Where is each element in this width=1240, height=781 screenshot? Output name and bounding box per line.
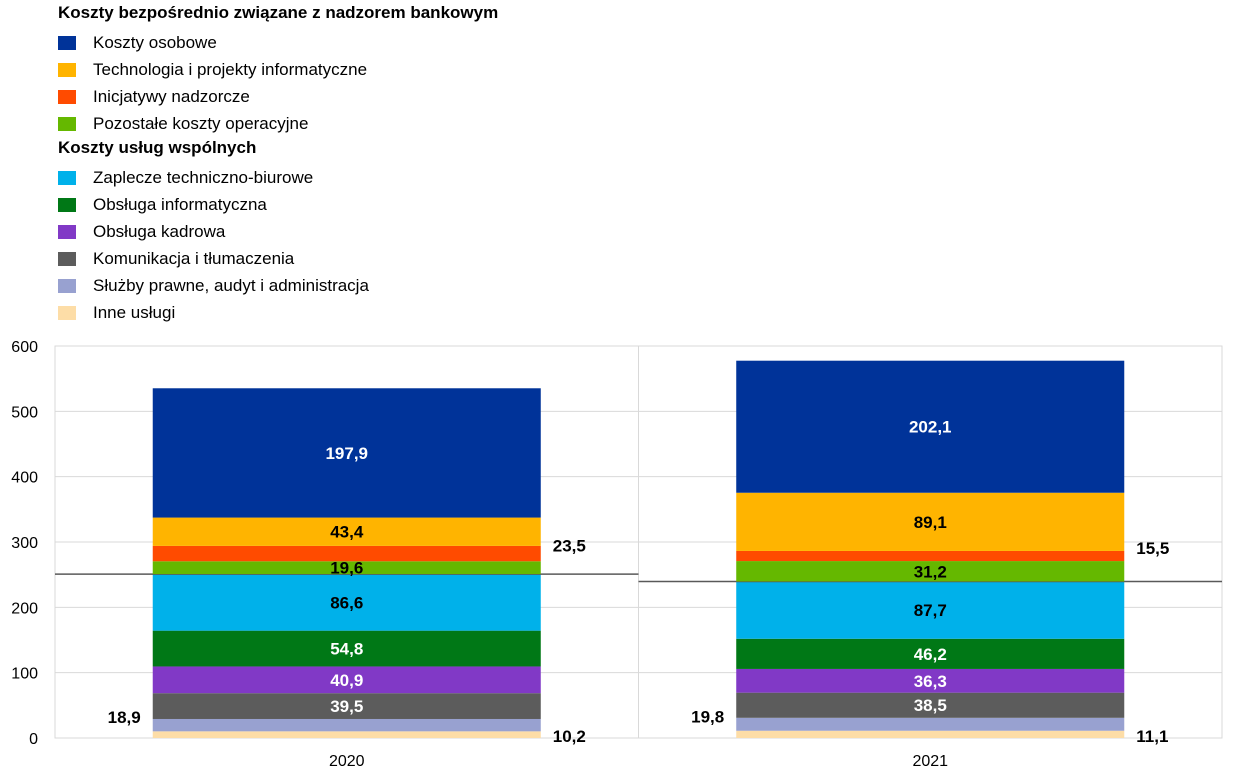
data-label: 87,7 [914, 601, 947, 620]
legend-label: Obsługa informatyczna [93, 194, 267, 214]
legend-swatch [58, 251, 76, 266]
bar-segment [736, 638, 1125, 669]
legend-swatch [58, 62, 76, 77]
legend-item: Inicjatywy nadzorcze [58, 83, 498, 110]
legend-label: Technologia i projekty informatyczne [93, 59, 368, 79]
legend-label: Komunikacja i tłumaczenia [93, 248, 295, 268]
x-category-label: 2021 [912, 753, 948, 770]
legend-swatch [58, 116, 76, 131]
legend-label: Inicjatywy nadzorcze [93, 86, 250, 106]
legend-item: Obsługa kadrowa [58, 218, 498, 245]
bar-segment [152, 693, 541, 719]
data-label: 46,2 [914, 645, 947, 664]
bar-segment [152, 388, 541, 518]
legend-item: Technologia i projekty informatyczne [58, 56, 498, 83]
legend-group-header: Koszty usług wspólnych [58, 138, 257, 157]
legend-swatch [58, 278, 76, 293]
x-category-label: 2020 [329, 753, 365, 770]
legend-swatch [58, 35, 76, 50]
y-tick-label: 300 [11, 535, 38, 552]
legend-item: Komunikacja i tłumaczenia [58, 245, 498, 272]
data-label: 11,1 [1136, 727, 1168, 746]
legend-group-header: Koszty bezpośrednio związane z nadzorem … [58, 3, 499, 22]
legend-label: Pozostałe koszty operacyjne [93, 113, 309, 133]
bar-segment [736, 730, 1125, 738]
bar-segment [152, 517, 541, 546]
bar-segment [736, 692, 1125, 718]
data-label: 43,4 [330, 523, 364, 542]
data-label: 38,5 [914, 696, 947, 715]
bar-segment [736, 360, 1125, 493]
legend-item: Inne usługi [58, 299, 498, 326]
legend-item: Pozostałe koszty operacyjne [58, 110, 498, 137]
legend-item: Koszty osobowe [58, 29, 498, 56]
legend-label: Inne usługi [93, 302, 176, 322]
y-tick-label: 100 [11, 666, 38, 683]
legend-swatch [58, 224, 76, 239]
data-label: 202,1 [909, 418, 952, 437]
legend-item: Zaplecze techniczno-biurowe [58, 164, 498, 191]
legend-swatch [58, 89, 76, 104]
data-label: 197,9 [325, 444, 368, 463]
data-label: 54,8 [330, 640, 363, 659]
bar-segment [152, 574, 541, 631]
legend-swatch [58, 197, 76, 212]
data-label: 40,9 [330, 671, 363, 690]
data-label: 39,5 [330, 697, 363, 716]
legend-item: Służby prawne, audyt i administracja [58, 272, 498, 299]
data-label: 19,8 [691, 707, 724, 726]
bar-segment [736, 668, 1125, 693]
data-label: 15,5 [1136, 539, 1169, 558]
legend-label: Koszty osobowe [93, 32, 217, 52]
bar-segment [736, 492, 1125, 551]
bar-segment [152, 545, 541, 562]
bar-segment [152, 718, 541, 732]
y-tick-label: 200 [11, 600, 38, 617]
bar-segment [736, 717, 1125, 731]
legend-swatch [58, 305, 76, 320]
y-tick-label: 400 [11, 470, 38, 487]
bar-segment [736, 561, 1125, 582]
data-label: 18,9 [108, 708, 141, 727]
data-label: 19,6 [330, 559, 363, 578]
bar-segment [152, 630, 541, 667]
legend-label: Zaplecze techniczno-biurowe [93, 167, 314, 187]
data-label: 10,2 [553, 727, 586, 746]
bar-segment [152, 666, 541, 694]
bar-segment [736, 550, 1125, 562]
legend-swatch [58, 170, 76, 185]
y-tick-label: 0 [29, 731, 38, 748]
legend-label: Obsługa kadrowa [93, 221, 226, 241]
data-label: 89,1 [914, 513, 947, 532]
y-tick-label: 600 [11, 339, 38, 356]
chart-legend: Koszty bezpośrednio związane z nadzorem … [58, 2, 498, 326]
bar-segment [736, 581, 1125, 639]
y-tick-label: 500 [11, 404, 38, 421]
data-label: 31,2 [914, 562, 947, 581]
data-label: 36,3 [914, 672, 947, 691]
bar-segment [152, 561, 541, 575]
bar-segment [152, 731, 541, 738]
legend-item: Obsługa informatyczna [58, 191, 498, 218]
data-label: 23,5 [553, 537, 586, 556]
legend-label: Służby prawne, audyt i administracja [93, 275, 369, 295]
data-label: 86,6 [330, 593, 363, 612]
